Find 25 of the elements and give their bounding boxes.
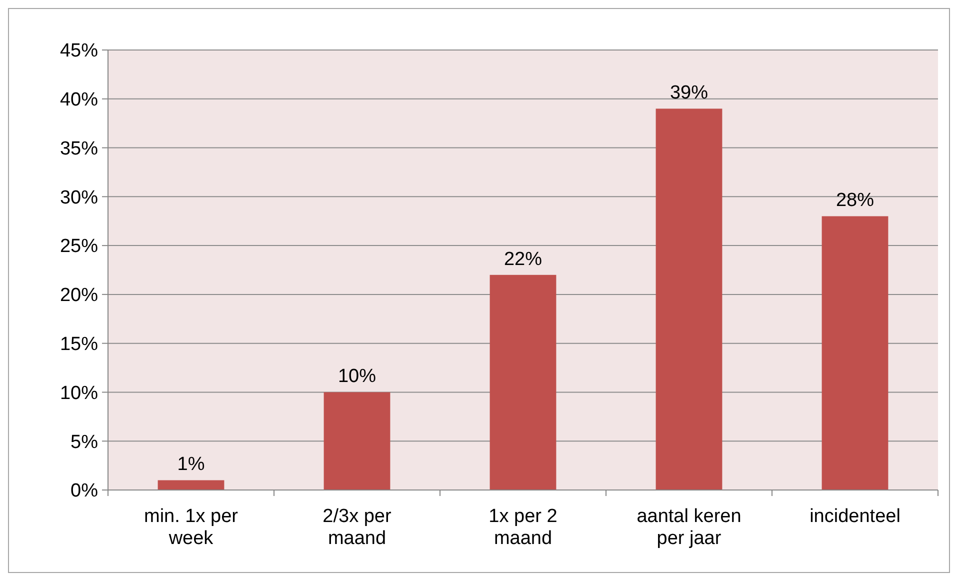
bar [822, 216, 888, 490]
y-tick-label: 20% [60, 285, 98, 306]
x-tick-label: 1x per 2 maand [488, 506, 558, 549]
y-tick-label: 10% [60, 382, 98, 404]
y-tick-label: 15% [60, 334, 98, 355]
data-label: 10% [338, 366, 376, 388]
data-label: 28% [836, 190, 874, 212]
y-tick-label: 45% [60, 40, 98, 62]
data-label: 39% [670, 82, 708, 104]
x-tick-label: aantal keren per jaar [636, 506, 742, 549]
bar [656, 108, 722, 490]
bar [324, 392, 390, 490]
data-label: 1% [177, 454, 205, 476]
x-tick-label: min. 1x per week [144, 506, 239, 549]
x-tick-label: 2/3x per maand [322, 506, 392, 549]
y-tick-label: 25% [60, 236, 98, 258]
y-tick-label: 30% [60, 187, 98, 208]
bar [490, 274, 556, 490]
x-tick-label: incidenteel [810, 506, 900, 527]
y-tick-label: 40% [60, 90, 98, 111]
bar [158, 480, 224, 490]
y-tick-label: 0% [70, 480, 98, 502]
y-tick-label: 5% [70, 432, 98, 453]
data-label: 22% [504, 248, 542, 270]
y-tick-label: 35% [60, 138, 98, 160]
